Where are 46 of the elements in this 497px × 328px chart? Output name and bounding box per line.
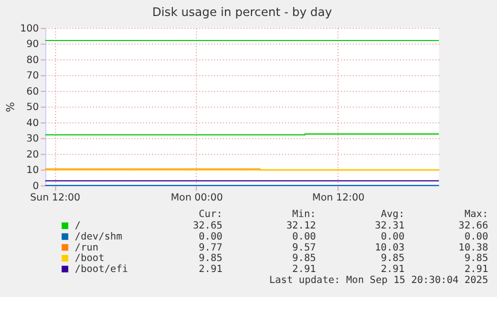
legend-label: /boot/efi xyxy=(74,264,128,276)
text: 9.57 xyxy=(292,242,316,254)
text: 9.77 xyxy=(198,242,222,254)
y-tick-label: 100 xyxy=(20,23,39,34)
y-tick-label: 10 xyxy=(26,165,39,176)
text: 32.31 xyxy=(374,220,405,232)
x-tick-label: Mon 12:00 xyxy=(312,192,364,204)
y-tick-label: 60 xyxy=(26,86,39,98)
y-tick-label: 80 xyxy=(26,54,39,66)
text: 10.03 xyxy=(374,242,405,254)
legend-label: /boot xyxy=(74,253,104,264)
y-axis-title: % xyxy=(4,102,18,112)
text: 32.12 xyxy=(286,220,316,232)
x-tick-label: Sun 12:00 xyxy=(30,192,80,204)
text: Cur: xyxy=(198,208,222,220)
text: 32.66 xyxy=(458,220,488,232)
y-tick-label: 20 xyxy=(26,149,39,160)
x-tick-label: Mon 00:00 xyxy=(170,192,223,204)
text: 10.38 xyxy=(458,242,488,254)
chart-title: Disk usage in percent - by day xyxy=(152,5,332,20)
text: Avg: xyxy=(380,208,404,220)
y-tick-label: 0 xyxy=(32,180,39,192)
text: Min: xyxy=(292,208,316,220)
text: 0.00 xyxy=(292,232,316,243)
text: 9.85 xyxy=(292,253,316,264)
legend-label: / xyxy=(74,220,81,232)
text: 32.65 xyxy=(192,220,222,232)
text: 2.91 xyxy=(464,264,488,276)
text: 0.00 xyxy=(464,232,488,243)
text: 2.91 xyxy=(292,264,316,276)
text: 9.85 xyxy=(464,253,488,264)
text: 2.91 xyxy=(198,264,222,276)
text: Max: xyxy=(464,208,488,220)
y-tick-label: 30 xyxy=(26,134,39,145)
text: 9.85 xyxy=(198,253,222,264)
text: Last update: Mon Sep 15 20:30:04 2025 xyxy=(269,274,488,286)
y-tick-label: 40 xyxy=(26,118,39,129)
legend-label: /run xyxy=(74,242,99,254)
text: 9.85 xyxy=(380,253,405,264)
text: 0.00 xyxy=(380,232,405,243)
text: 2.91 xyxy=(380,264,405,276)
y-tick-label: 70 xyxy=(26,70,39,82)
y-tick-label: 50 xyxy=(26,102,39,114)
legend-label: /dev/shm xyxy=(74,232,122,243)
text: 0.00 xyxy=(198,232,222,243)
y-tick-label: 90 xyxy=(26,39,39,50)
